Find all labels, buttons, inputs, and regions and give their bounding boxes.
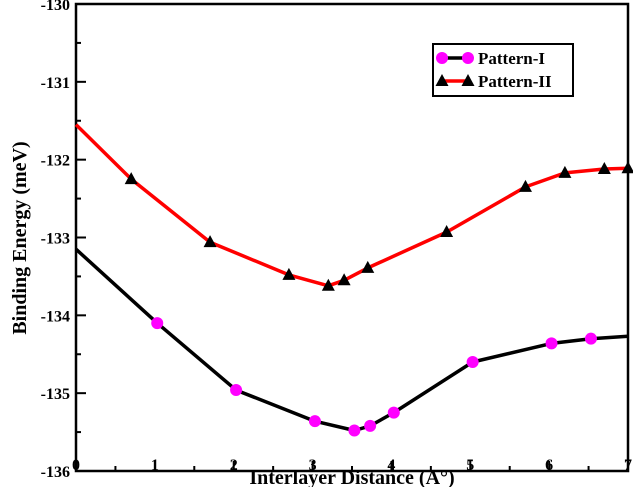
y-tick-label: -131 [41,75,70,92]
x-tick-label: 6 [545,457,553,474]
pattern-ii-point [361,260,375,273]
x-axis: 0 1 2 3 4 5 6 7 [72,457,632,474]
x-axis-title: Interlayer Distance (A°) [249,467,454,487]
legend-pattern-ii-marker [461,74,475,86]
pattern-i-point [466,356,479,369]
pattern-i-point [545,337,558,350]
legend-pattern-ii-label: Pattern-II [478,72,552,91]
pattern-ii-point [124,172,138,185]
x-tick-label: 2 [230,457,238,474]
pattern-ii-point [440,225,454,238]
pattern-i-point [151,317,164,330]
y-tick-label: -135 [41,386,70,403]
y-tick-label: -132 [41,153,70,170]
x-tick-label: 5 [466,457,474,474]
y-tick-label: -130 [41,0,70,14]
pattern-i-point [584,332,597,345]
legend-pattern-i-label: Pattern-I [478,49,545,68]
x-tick-label: 1 [151,457,159,474]
pattern-ii-point [518,179,532,192]
y-axis: -136 -135 -134 -133 -132 -131 -130 [41,0,86,481]
pattern-ii-point [621,161,633,174]
y-tick-label: -133 [41,231,70,248]
pattern-ii-point [558,165,572,178]
pattern-ii-point [203,235,217,248]
pattern-ii-series [74,123,633,291]
pattern-ii-point [321,278,335,291]
pattern-i-point [308,415,321,428]
x-tick-label: 4 [387,457,395,474]
x-tick-label: 3 [309,457,317,474]
y-tick-label: -134 [41,308,70,325]
x-tick-label: 7 [624,457,632,474]
pattern-i-point [348,424,361,437]
legend-pattern-i-marker [462,52,474,64]
pattern-ii-point [282,267,296,280]
legend-pattern-ii-marker [435,74,449,86]
pattern-i-point [364,419,377,432]
legend-pattern-i-marker [436,52,448,64]
y-axis-title: Binding Energy (meV) [9,141,31,334]
legend: Pattern-I Pattern-II [432,43,574,97]
series-layer [74,123,633,437]
pattern-ii-line [74,123,629,288]
pattern-ii-point [337,273,351,286]
legend-box [432,43,574,97]
pattern-i-point [230,384,243,397]
y-tick-label: -136 [41,464,70,481]
pattern-i-series [74,247,629,437]
pattern-ii-point [597,162,611,175]
pattern-i-point [387,406,400,419]
x-tick-label: 0 [72,457,80,474]
